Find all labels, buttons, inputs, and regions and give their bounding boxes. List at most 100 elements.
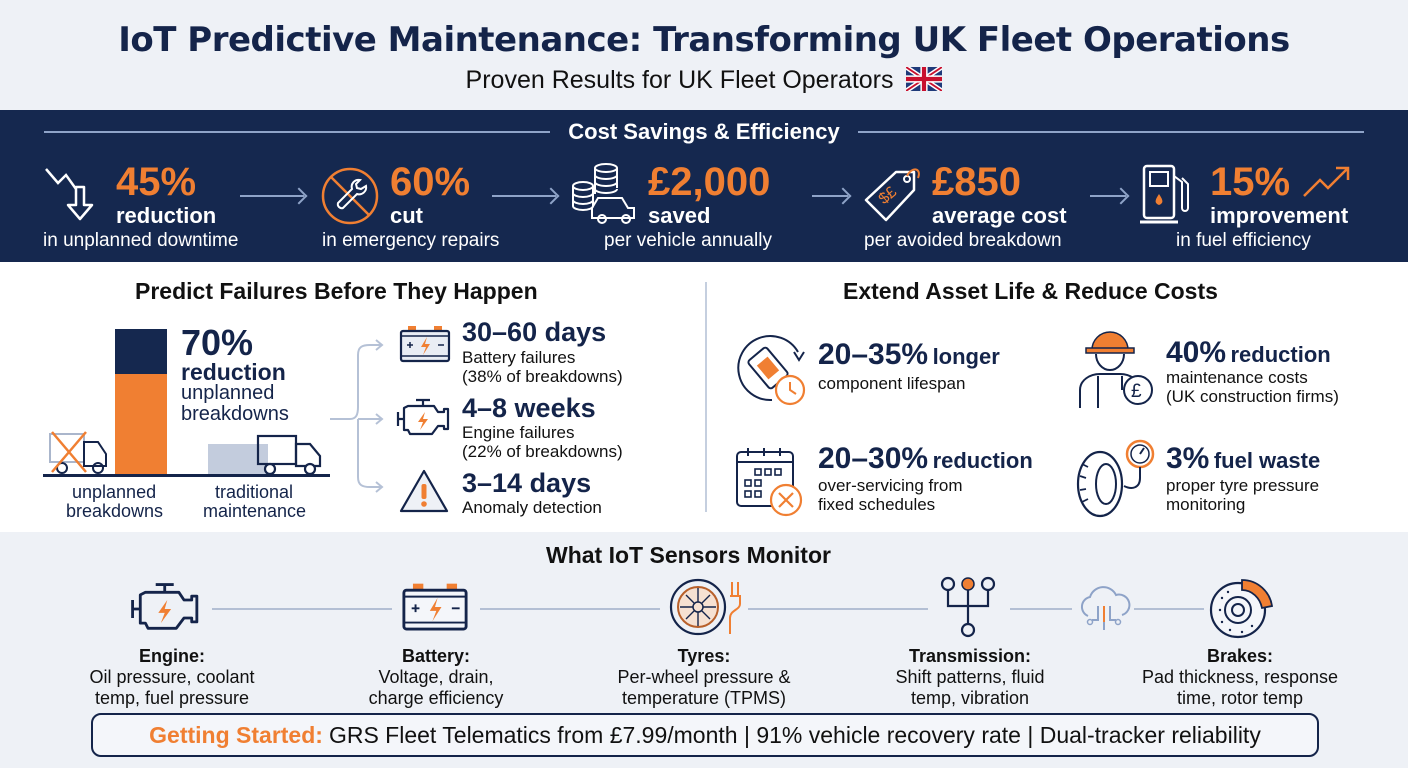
extend-detail: proper tyre pressure [1166, 476, 1320, 495]
cloud-connectivity-icon [1080, 586, 1131, 630]
predict-title: Predict Failures Before They Happen [135, 278, 538, 304]
predict-detail: Anomaly detection [462, 498, 602, 517]
arrow-right-icon [492, 195, 556, 197]
sensor-detail: Pad thickness, response [1141, 667, 1339, 687]
sensor-detail: Per-wheel pressure & [617, 667, 791, 687]
stat-emergency-repairs: 60% cut in emergency repairs [320, 160, 520, 254]
extend-value: 20–30% [818, 442, 929, 475]
sensor-transmission: Transmission: Shift patterns, fluid temp… [858, 646, 1082, 709]
sensor-engine: Engine: Oil pressure, coolant temp, fuel… [60, 646, 284, 709]
crossed-truck-icon [49, 431, 107, 474]
component-clock-icon [737, 335, 806, 406]
predict-detail: Battery failures [462, 348, 576, 367]
battery-icon [402, 583, 468, 631]
battery-icon [399, 326, 451, 363]
extend-value-row: 20–30% reduction [818, 442, 1033, 476]
stat-label: reduction [116, 203, 217, 228]
connector-line [748, 608, 928, 610]
stat-detail: in emergency repairs [322, 230, 500, 251]
extend-suffix: fuel waste [1213, 448, 1321, 473]
bar-label-traditional: maintenance [203, 501, 307, 521]
arrow-right-icon [240, 195, 304, 197]
extend-detail: (UK construction firms) [1166, 387, 1339, 406]
sensor-detail: charge efficiency [368, 688, 504, 708]
middle-section: Predict Failures Before They Happen 70% … [0, 262, 1408, 532]
sensor-detail: temp, vibration [910, 688, 1030, 708]
page-subtitle: Proven Results for UK Fleet Operators [0, 66, 1408, 95]
sensor-detail: temp, fuel pressure [94, 688, 250, 708]
bar-navy-segment [115, 329, 167, 374]
stat-detail: in unplanned downtime [43, 230, 239, 251]
extend-detail: over-servicing from [818, 476, 963, 495]
sensor-detail: Shift patterns, fluid [895, 667, 1045, 687]
sensor-name: Tyres: [677, 646, 731, 666]
uk-flag-icon [906, 67, 943, 91]
cta-text: GRS Fleet Telematics from £7.99/month | … [328, 721, 1261, 748]
divider-line [44, 131, 551, 133]
extend-value-row: 20–35% longer [818, 338, 1000, 372]
headline-detail: unplanned [181, 382, 275, 404]
transmission-icon [940, 576, 996, 638]
downtrend-arrow-icon [45, 168, 94, 221]
fuel-pump-icon [1140, 164, 1189, 224]
truck-icon [256, 434, 322, 476]
stat-label: saved [648, 203, 711, 228]
extend-value-row: 3% fuel waste [1166, 442, 1320, 476]
sensor-name: Brakes: [1206, 646, 1274, 666]
bar-label-traditional: traditional [215, 482, 294, 502]
sensor-name: Transmission: [908, 646, 1032, 666]
price-tag-icon: $£ [864, 168, 920, 222]
tyre-gauge-icon [1076, 439, 1155, 518]
predict-detail: (38% of breakdowns) [462, 367, 623, 386]
stat-detail: in fuel efficiency [1176, 230, 1311, 251]
stat-label: average cost [932, 203, 1067, 228]
branch-connector-icon [330, 339, 384, 493]
connector-line [1010, 608, 1072, 610]
header: IoT Predictive Maintenance: Transforming… [0, 0, 1408, 110]
bar-orange-segment [115, 374, 167, 474]
stat-downtime: 45% reduction in unplanned downtime [40, 160, 270, 254]
extend-suffix: reduction [932, 448, 1033, 473]
chart-baseline [43, 474, 330, 477]
extend-value-row: 40% reduction [1166, 336, 1331, 370]
stat-detail: per avoided breakdown [864, 230, 1062, 251]
calendar-cancel-icon [736, 448, 803, 517]
headline-detail: breakdowns [181, 403, 289, 425]
divider-line [857, 131, 1365, 133]
extend-suffix: longer [932, 344, 1000, 369]
bar-label-unplanned: unplanned [72, 482, 157, 502]
no-wrench-icon [321, 167, 379, 225]
tyre-sensor-icon [669, 578, 741, 636]
sensor-tyres: Tyres: Per-wheel pressure & temperature … [590, 646, 818, 709]
stat-value: 60% [390, 160, 471, 204]
sensor-name: Engine: [139, 646, 205, 666]
connector-line [212, 608, 392, 610]
connector-line [1134, 608, 1204, 610]
predict-detail: Engine failures [462, 423, 575, 442]
warning-icon [399, 469, 449, 513]
sensor-name: Battery: [401, 646, 471, 666]
sensor-detail: Voltage, drain, [378, 667, 494, 687]
stat-label: improvement [1210, 203, 1349, 228]
extend-suffix: reduction [1230, 342, 1331, 367]
stat-value: 15% [1210, 160, 1291, 204]
connector-line [480, 608, 660, 610]
predict-value: 4–8 weeks [462, 393, 596, 423]
extend-detail: maintenance costs [1166, 368, 1308, 387]
extend-detail: monitoring [1166, 495, 1246, 514]
section-divider [705, 282, 707, 512]
sensor-detail: temperature (TPMS) [621, 688, 787, 708]
stat-value: 45% [116, 160, 197, 204]
extend-value: 3% [1166, 442, 1210, 475]
stat-detail: per vehicle annually [604, 230, 772, 251]
uptrend-arrow-icon [1303, 166, 1350, 197]
sensor-detail: Oil pressure, coolant [89, 667, 255, 687]
headline-value: 70% [181, 322, 254, 363]
cost-savings-band: Cost Savings & Efficiency 45% reduction … [0, 110, 1408, 262]
svg-text:£: £ [1131, 381, 1142, 402]
extend-title: Extend Asset Life & Reduce Costs [843, 278, 1218, 304]
extend-detail: fixed schedules [818, 495, 936, 514]
cta-label: Getting Started: [149, 721, 323, 748]
stat-avoided-breakdown: £850 average cost per avoided breakdown [862, 160, 1092, 254]
sensor-brakes: Brakes: Pad thickness, response time, ro… [1124, 646, 1356, 709]
